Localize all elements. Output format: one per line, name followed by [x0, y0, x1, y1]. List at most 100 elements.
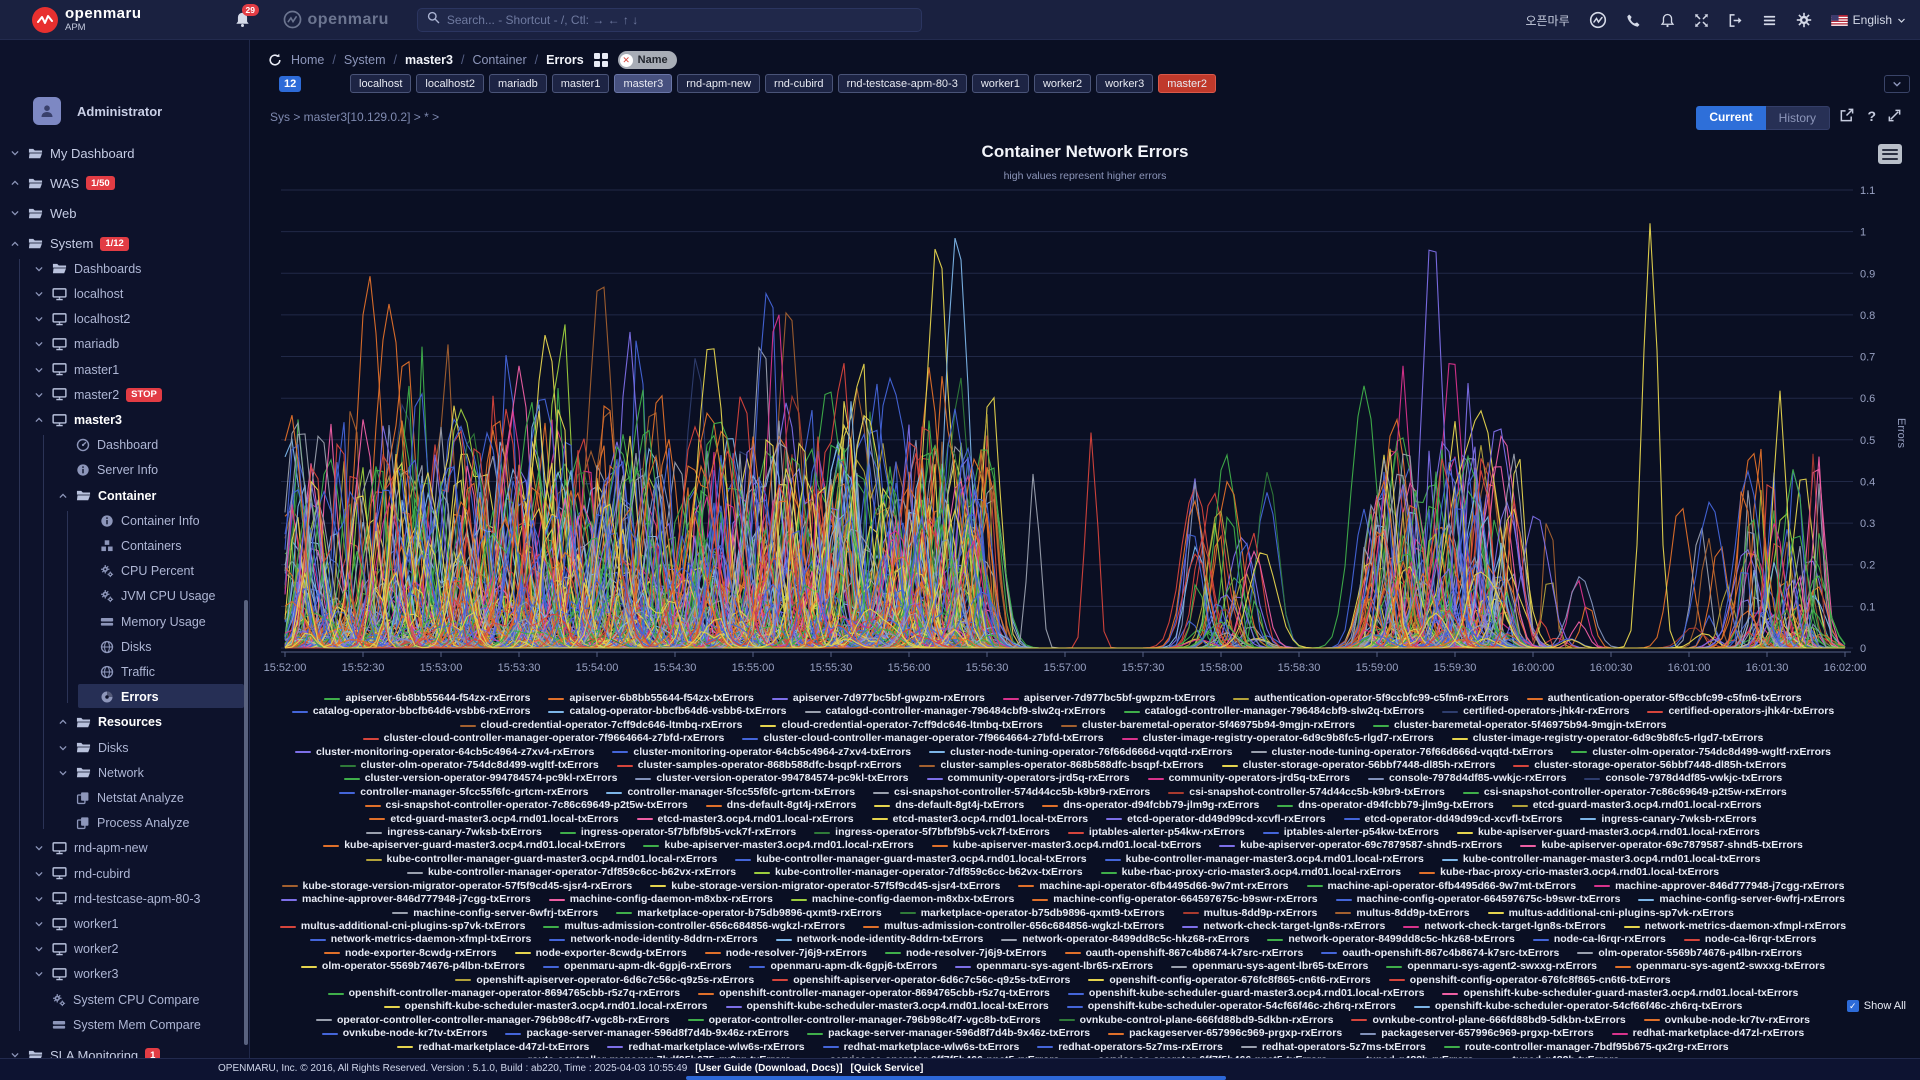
legend-item[interactable]: openshift-kube-scheduler-operator-54cf66… [1413, 1000, 1742, 1013]
sidebar-item-traffic[interactable]: Traffic [82, 660, 155, 684]
breadcrumb-system[interactable]: System [343, 53, 386, 67]
sidebar-item-worker3[interactable]: worker3 [34, 962, 118, 986]
legend-item[interactable]: openshift-apiserver-operator-6d6c7c56c-q… [455, 974, 754, 987]
legend-item[interactable]: cluster-baremetal-operator-5f46975b94-9m… [1372, 719, 1667, 732]
legend-item[interactable]: multus-8dd9p-rxErrors [1182, 907, 1317, 920]
legend-item[interactable]: apiserver-6b8bb55644-f54zx-rxErrors [324, 692, 530, 705]
language-selector[interactable]: English [1830, 13, 1906, 27]
sidebar-item-worker2[interactable]: worker2 [34, 937, 118, 961]
server-tag-rnd-cubird[interactable]: rnd-cubird [765, 74, 833, 93]
legend-item[interactable]: ovnkube-control-plane-666fd88bd9-5dkbn-r… [1058, 1014, 1333, 1027]
logout-icon[interactable] [1728, 13, 1743, 28]
sidebar-item-localhost[interactable]: localhost [34, 282, 123, 306]
legend-item[interactable]: marketplace-operator-b75db9896-qxmt9-rxE… [616, 907, 882, 920]
legend-item[interactable]: cluster-storage-operator-56bbf7448-dl85h… [1221, 759, 1495, 772]
legend-item[interactable]: network-operator-8499dd8c5c-hkz68-rxErro… [1001, 933, 1249, 946]
legend-item[interactable]: cluster-olm-operator-754dc8d499-wgltf-rx… [1571, 746, 1831, 759]
server-tag-mariadb[interactable]: mariadb [488, 74, 547, 93]
legend-item[interactable]: openshift-kube-scheduler-master3.ocp4.rn… [383, 1000, 708, 1013]
legend-item[interactable]: cluster-image-registry-operator-6d9c9b8f… [1451, 732, 1763, 745]
sidebar-item-system-mem-compare[interactable]: System Mem Compare [34, 1013, 201, 1037]
legend-item[interactable]: route-controller-manager-7bdf95b675-qx2r… [1443, 1041, 1729, 1054]
legend-item[interactable]: kube-controller-manager-guard-master3.oc… [365, 853, 717, 866]
sidebar-item-container[interactable]: Container [58, 484, 156, 508]
show-all-toggle[interactable]: ✓ Show All [1846, 1000, 1906, 1012]
legend-item[interactable]: etcd-operator-dd49d99cd-xcvfl-txErrors [1343, 813, 1562, 826]
legend-item[interactable]: openshift-controller-manager-operator-86… [327, 987, 680, 1000]
sidebar-item-containers[interactable]: Containers [82, 534, 181, 558]
server-tag-rnd-apm-new[interactable]: rnd-apm-new [677, 74, 761, 93]
legend-item[interactable]: apiserver-7d977bc5bf-gwpzm-txErrors [1002, 692, 1215, 705]
legend-item[interactable]: controller-manager-5fcc55f6fc-grtcm-txEr… [606, 786, 855, 799]
legend-item[interactable]: openmaru-apm-dk-6gpj6-txErrors [749, 960, 937, 973]
settings-gear-icon[interactable] [1796, 12, 1812, 28]
legend-item[interactable]: node-resolver-7j6j9-rxErrors [704, 947, 867, 960]
legend-item[interactable]: cluster-cloud-controller-manager-operato… [362, 732, 724, 745]
apm-circle-icon[interactable] [1589, 11, 1607, 29]
legend-item[interactable]: network-check-target-lgn8s-txErrors [1403, 920, 1606, 933]
legend-item[interactable]: kube-apiserver-operator-69c7879587-shnd5… [1219, 839, 1502, 852]
legend-item[interactable]: ingress-canary-7wksb-rxErrors [1580, 813, 1757, 826]
chevron-up-icon[interactable] [58, 717, 69, 727]
sidebar-item-jvm-cpu-usage[interactable]: JVM CPU Usage [82, 584, 215, 608]
fullscreen-icon[interactable] [1694, 13, 1709, 28]
chevron-down-icon[interactable] [34, 919, 45, 929]
expand-chart-icon[interactable] [1887, 108, 1902, 128]
chevron-up-icon[interactable] [58, 491, 69, 501]
legend-item[interactable]: dns-default-8gt4j-txErrors [874, 799, 1024, 812]
server-filter-dropdown[interactable] [1884, 75, 1910, 93]
legend-item[interactable]: authentication-operator-5f9ccbfc99-c5fm6… [1526, 692, 1802, 705]
legend-item[interactable]: operator-controller-controller-manager-7… [316, 1014, 670, 1027]
legend-item[interactable]: package-server-manager-596d8f7d4b-9x46z-… [505, 1027, 789, 1040]
legend-item[interactable]: cluster-storage-operator-56bbf7448-dl85h… [1513, 759, 1786, 772]
legend-item[interactable]: openmaru-sys-agent2-swxxg-rxErrors [1386, 960, 1597, 973]
legend-item[interactable]: multus-additional-cni-plugins-sp7vk-txEr… [279, 920, 525, 933]
server-tag-localhost[interactable]: localhost [350, 74, 412, 93]
legend-item[interactable]: machine-config-daemon-m8xbx-txErrors [790, 893, 1014, 906]
chevron-down-icon[interactable] [34, 894, 45, 904]
legend-item[interactable]: packageserver-657996c969-prgxp-txErrors [1360, 1027, 1594, 1040]
legend-item[interactable]: ingress-operator-5f7bfbf9b5-vck7f-rxErro… [559, 826, 796, 839]
legend-item[interactable]: oauth-openshift-867c4b8674-k7src-txError… [1321, 947, 1559, 960]
breadcrumb-errors[interactable]: Errors [546, 53, 584, 67]
legend-item[interactable]: kube-controller-manager-master3.ocp4.rnd… [1441, 853, 1760, 866]
server-tag-worker3[interactable]: worker3 [1096, 74, 1154, 93]
chevron-down-icon[interactable] [10, 208, 21, 218]
legend-item[interactable]: kube-controller-manager-operator-7df859c… [406, 866, 736, 879]
server-tag-localhost2[interactable]: localhost2 [416, 74, 484, 93]
sidebar-item-container-info[interactable]: Container Info [82, 509, 200, 533]
legend-item[interactable]: dns-operator-d94fcbb79-jlm9g-rxErrors [1042, 799, 1259, 812]
history-button[interactable]: History [1765, 106, 1830, 130]
legend-item[interactable]: multus-8dd9p-txErrors [1335, 907, 1470, 920]
legend-item[interactable]: kube-rbac-proxy-crio-master3.ocp4.rnd01.… [1100, 866, 1401, 879]
legend-item[interactable]: cluster-olm-operator-754dc8d499-wgltf-tx… [339, 759, 599, 772]
legend-item[interactable]: network-check-target-lgn8s-rxErrors [1182, 920, 1385, 933]
legend-item[interactable]: kube-storage-version-migrator-operator-5… [281, 880, 632, 893]
sidebar-item-my-dashboard[interactable]: My Dashboard [10, 141, 135, 165]
legend-item[interactable]: openmaru-sys-agent-lbr65-txErrors [1171, 960, 1368, 973]
server-tag-rnd-testcase-apm-80-3[interactable]: rnd-testcase-apm-80-3 [837, 74, 967, 93]
legend-item[interactable]: marketplace-operator-b75db9896-qxmt9-txE… [899, 907, 1165, 920]
legend-item[interactable]: ingress-canary-7wksb-txErrors [366, 826, 542, 839]
search-input[interactable] [446, 12, 912, 27]
legend-item[interactable]: kube-apiserver-guard-master3.ocp4.rnd01.… [1456, 826, 1760, 839]
server-tag-master1[interactable]: master1 [551, 74, 610, 93]
legend-item[interactable]: machine-api-operator-6fb4495d66-9w7mt-rx… [1018, 880, 1289, 893]
sidebar-item-resources[interactable]: Resources [58, 710, 162, 734]
legend-item[interactable]: machine-config-operator-664597675c-b9swr… [1032, 893, 1318, 906]
legend-item[interactable]: openshift-kube-scheduler-operator-54cf66… [1066, 1000, 1396, 1013]
refresh-icon[interactable] [268, 53, 282, 67]
legend-item[interactable]: dns-default-8gt4j-rxErrors [705, 799, 856, 812]
current-button[interactable]: Current [1696, 106, 1766, 130]
legend-item[interactable]: cloud-credential-operator-7cff9dc646-ltm… [459, 719, 742, 732]
legend-item[interactable]: machine-config-server-6wfrj-txErrors [392, 907, 598, 920]
legend-item[interactable]: kube-apiserver-operator-69c7879587-shnd5… [1520, 839, 1803, 852]
grid-view-icon[interactable] [593, 52, 609, 68]
legend-item[interactable]: machine-config-server-6wfrj-rxErrors [1638, 893, 1845, 906]
legend-item[interactable]: ovnkube-node-kr7tv-txErrors [321, 1027, 487, 1040]
notifications-bell-icon[interactable]: 29 [234, 4, 259, 28]
legend-item[interactable]: olm-operator-5569b74676-p4lbn-txErrors [300, 960, 525, 973]
chevron-down-icon[interactable] [10, 1050, 21, 1058]
legend-item[interactable]: openshift-config-operator-676fc8f865-cn6… [1388, 974, 1671, 987]
chevron-down-icon[interactable] [34, 365, 45, 375]
